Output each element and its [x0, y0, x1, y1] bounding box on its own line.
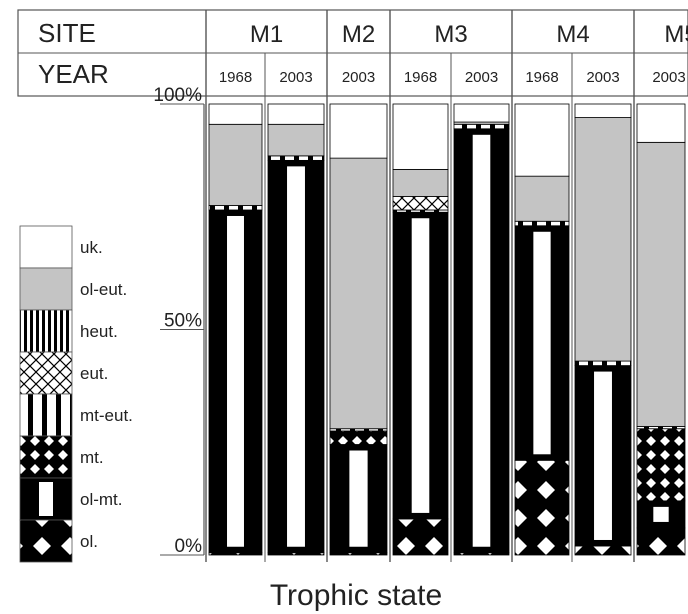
- site-header-label: SITE: [38, 18, 96, 48]
- legend-label-mteut: mt-eut.: [80, 406, 133, 425]
- header-table: SITE YEAR M1 M2 M3 M4 M5 1968 2003 2003 1968 2003 19…: [17, 9, 688, 562]
- bar-segment-stripe: [411, 218, 430, 513]
- legend-label-oleut: ol-eut.: [80, 280, 127, 299]
- bar-segment-stripe: [227, 215, 244, 547]
- bar-segment-uk: [574, 103, 632, 118]
- bar-segment-stripe: [594, 371, 612, 540]
- bar-segment-uk: [329, 103, 388, 159]
- y-axis: 0% 50% 100%: [153, 85, 205, 557]
- bar-segment-oleut: [392, 168, 449, 197]
- bar-segment-uk: [636, 103, 686, 143]
- bar-segment-mteut: [574, 360, 632, 366]
- bar-segment-oleut: [574, 117, 632, 362]
- bar-segment-mt: [636, 428, 686, 502]
- bar-segment-oleut: [267, 123, 325, 157]
- year-label: 1968: [219, 69, 252, 86]
- legend: uk. ol-eut. heut. eut. mt-eut. mt. ol-mt. ol.: [19, 225, 133, 563]
- bar-segment-uk: [514, 103, 570, 177]
- bar-segment-uk: [208, 103, 263, 125]
- bar-segment-ol: [636, 527, 686, 556]
- legend-swatch-mt: [19, 435, 73, 479]
- x-axis-label: Trophic state: [270, 579, 442, 612]
- bars: [208, 103, 686, 556]
- bar-segment-oleut: [514, 175, 570, 222]
- bar-segment-uk: [392, 103, 449, 170]
- bar-segment-mteut: [208, 205, 263, 211]
- y-tick-label: 50%: [164, 311, 202, 332]
- bar-segment-oleut: [329, 157, 388, 430]
- bar-segment-uk: [453, 103, 510, 123]
- bar-segment-oleut: [208, 123, 263, 206]
- bar-segment-eut: [392, 196, 449, 211]
- site-label-m5: M5: [664, 21, 688, 48]
- legend-swatch-oleut: [19, 267, 73, 311]
- legend-swatch-ol: [19, 519, 73, 563]
- bar-segment-mteut: [267, 155, 325, 161]
- bar-segment-stripe: [653, 506, 669, 522]
- site-label-m2: M2: [342, 21, 375, 48]
- bar-segment-stripe: [533, 231, 551, 455]
- bar-segment-stripe: [472, 134, 491, 547]
- year-label: 1968: [404, 69, 437, 86]
- legend-swatch-heut: [19, 309, 73, 353]
- year-label: 2003: [279, 69, 312, 86]
- legend-swatch-eut: [19, 351, 73, 395]
- bar-segment-stripe: [349, 450, 368, 547]
- bar-segment-oleut: [636, 141, 686, 427]
- bar-segment-mteut: [453, 123, 510, 130]
- bar-segment-uk: [267, 103, 325, 125]
- legend-swatch-stripe: [39, 482, 53, 516]
- site-label-m4: M4: [556, 21, 589, 48]
- bar-segment-ol: [392, 518, 449, 556]
- legend-label-olmt: ol-mt.: [80, 490, 123, 509]
- bar-segment-mteut: [514, 220, 570, 227]
- legend-label-uk: uk.: [80, 238, 103, 257]
- y-tick-label: 0%: [175, 536, 203, 557]
- bar-segment-stripe: [287, 166, 305, 547]
- bar-segment-mt: [329, 430, 388, 445]
- year-label: 2003: [465, 69, 498, 86]
- site-label-m1: M1: [250, 21, 283, 48]
- year-label: 2003: [342, 69, 375, 86]
- bar-segment-ol: [514, 459, 570, 556]
- bar-segment-ol: [574, 545, 632, 556]
- legend-swatch-uk: [19, 225, 73, 269]
- legend-label-eut: eut.: [80, 364, 108, 383]
- year-label: 2003: [586, 69, 619, 86]
- year-label: 2003: [652, 69, 685, 86]
- legend-label-ol: ol.: [80, 532, 98, 551]
- legend-label-heut: heut.: [80, 322, 118, 341]
- y-tick-label: 100%: [153, 85, 202, 106]
- year-header-label: YEAR: [38, 59, 109, 89]
- year-label: 1968: [525, 69, 558, 86]
- legend-swatch-mteut: [19, 393, 73, 437]
- site-label-m3: M3: [434, 21, 467, 48]
- legend-label-mt: mt.: [80, 448, 104, 467]
